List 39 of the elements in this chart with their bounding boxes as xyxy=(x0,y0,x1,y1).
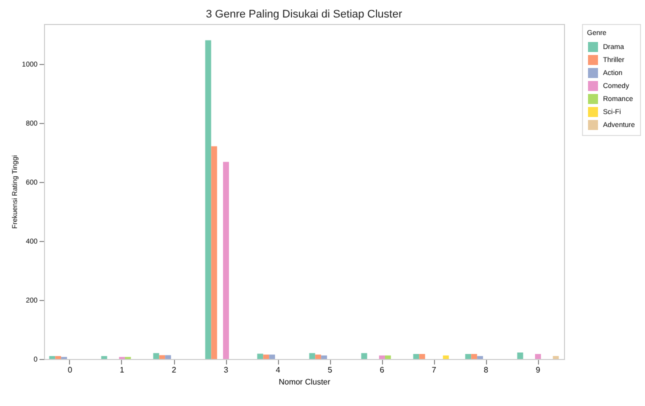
bar xyxy=(384,355,391,359)
bar xyxy=(205,40,212,359)
bar xyxy=(49,356,56,359)
bar xyxy=(153,353,160,359)
bar xyxy=(257,354,264,359)
x-tick-label: 1 xyxy=(120,366,125,374)
x-tick-label: 5 xyxy=(328,366,333,374)
x-axis-title: Nomor Cluster xyxy=(278,378,331,386)
bar xyxy=(309,353,316,359)
x-tick-label: 6 xyxy=(380,366,385,374)
x-tick-label: 0 xyxy=(68,366,73,374)
bar xyxy=(321,355,328,359)
bar xyxy=(442,355,449,359)
bar xyxy=(471,354,478,359)
bar xyxy=(269,354,276,359)
bar xyxy=(477,356,484,359)
x-tick-label: 3 xyxy=(224,366,229,374)
bar xyxy=(535,354,541,359)
bar xyxy=(552,356,559,359)
bar xyxy=(211,146,218,359)
bar xyxy=(315,354,322,359)
x-tick-label: 2 xyxy=(172,366,177,374)
bar xyxy=(55,356,62,359)
bar xyxy=(263,354,270,359)
chart-title: 3 Genre Paling Disukai di Setiap Cluster xyxy=(206,8,402,20)
bar xyxy=(419,354,426,359)
bar xyxy=(101,356,108,359)
bar xyxy=(165,355,172,359)
bar xyxy=(413,354,420,359)
bar xyxy=(379,355,385,359)
x-tick-label: 9 xyxy=(536,366,541,374)
bar xyxy=(223,162,229,359)
x-tick-label: 4 xyxy=(276,366,281,374)
bar xyxy=(361,353,368,359)
bar xyxy=(159,355,166,359)
x-tick-label: 7 xyxy=(432,366,437,374)
bar xyxy=(517,352,524,359)
bar xyxy=(465,354,472,359)
x-tick-label: 8 xyxy=(484,366,489,374)
